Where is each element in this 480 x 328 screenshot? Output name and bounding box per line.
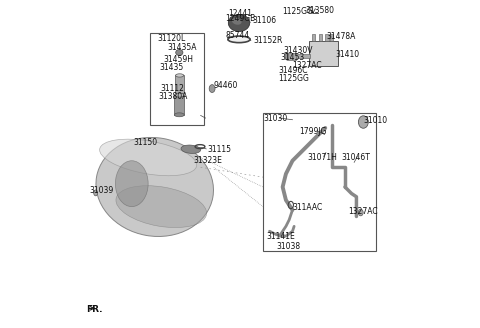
Bar — [330, 34, 334, 41]
Ellipse shape — [181, 145, 201, 154]
Text: 31459H: 31459H — [163, 54, 193, 64]
Text: 31435: 31435 — [160, 63, 184, 72]
Text: 31030: 31030 — [263, 114, 287, 123]
Text: FR.: FR. — [86, 305, 102, 315]
Bar — [174, 95, 184, 115]
Ellipse shape — [285, 53, 289, 60]
Text: 31106: 31106 — [252, 16, 276, 25]
Bar — [175, 75, 183, 93]
Bar — [309, 41, 338, 66]
Text: 1125GG: 1125GG — [283, 7, 313, 16]
Text: 1125GG: 1125GG — [278, 73, 309, 83]
Ellipse shape — [96, 137, 214, 236]
Ellipse shape — [100, 139, 197, 176]
Bar — [312, 34, 315, 41]
Text: 12441: 12441 — [228, 9, 252, 18]
Bar — [295, 54, 310, 58]
Text: 1799JG: 1799JG — [299, 127, 326, 136]
Bar — [319, 34, 322, 41]
Bar — [150, 33, 204, 125]
Ellipse shape — [232, 18, 241, 25]
Text: 313580: 313580 — [306, 6, 335, 15]
Text: 31039: 31039 — [90, 186, 114, 195]
Ellipse shape — [94, 190, 97, 196]
Text: 31453: 31453 — [280, 53, 305, 62]
Text: 31010: 31010 — [363, 116, 387, 125]
Ellipse shape — [228, 14, 250, 31]
Text: 31038: 31038 — [276, 242, 300, 251]
Text: 31112: 31112 — [161, 84, 184, 93]
Text: 31141E: 31141E — [266, 232, 295, 241]
Ellipse shape — [174, 113, 184, 117]
Ellipse shape — [176, 50, 183, 55]
Ellipse shape — [174, 93, 184, 97]
Text: 31435A: 31435A — [167, 43, 197, 52]
Ellipse shape — [228, 36, 250, 43]
Text: 31478A: 31478A — [326, 31, 355, 41]
Text: 1327AC: 1327AC — [348, 207, 378, 216]
Ellipse shape — [116, 186, 206, 228]
Text: 1249GB: 1249GB — [225, 13, 255, 23]
Bar — [287, 53, 296, 60]
Ellipse shape — [359, 116, 368, 128]
Text: 31115: 31115 — [207, 145, 231, 154]
Text: 311AAC: 311AAC — [292, 203, 323, 212]
Text: 31496C: 31496C — [278, 66, 308, 75]
Text: 31150: 31150 — [133, 138, 157, 147]
Ellipse shape — [176, 74, 184, 77]
Text: 31323E: 31323E — [193, 155, 222, 165]
Bar — [325, 34, 328, 41]
Text: 31152R: 31152R — [253, 35, 283, 45]
Text: 31046T: 31046T — [342, 153, 371, 162]
Text: 94460: 94460 — [213, 81, 238, 90]
Ellipse shape — [358, 209, 363, 216]
Text: 85744: 85744 — [225, 31, 250, 40]
Ellipse shape — [115, 161, 148, 207]
Text: 1327AC: 1327AC — [292, 61, 322, 70]
Text: 31120L: 31120L — [157, 34, 186, 43]
Text: 31071H: 31071H — [307, 153, 337, 162]
Ellipse shape — [209, 85, 215, 92]
Text: 31410: 31410 — [335, 50, 359, 59]
Text: 31380A: 31380A — [158, 92, 188, 101]
Bar — [263, 113, 376, 251]
Text: 31430V: 31430V — [283, 46, 313, 55]
